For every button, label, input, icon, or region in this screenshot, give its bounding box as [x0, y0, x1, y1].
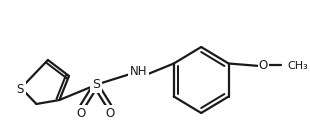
Text: NH: NH: [130, 64, 148, 78]
Text: S: S: [16, 83, 24, 95]
Text: O: O: [259, 59, 268, 71]
Text: O: O: [77, 106, 86, 120]
Text: O: O: [105, 106, 115, 120]
Text: CH₃: CH₃: [287, 61, 308, 71]
Text: S: S: [92, 78, 100, 90]
